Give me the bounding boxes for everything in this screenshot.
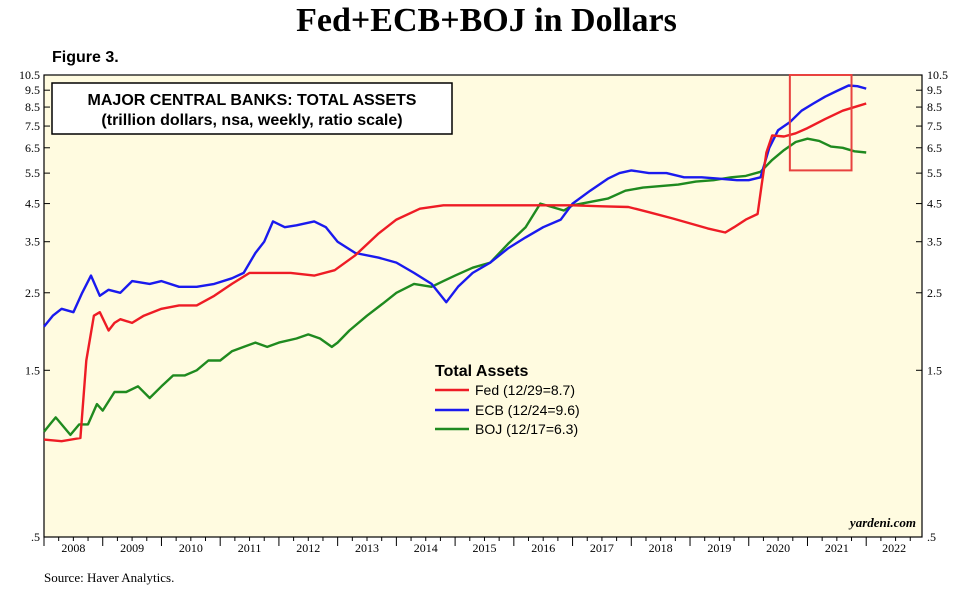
y-tick-label-left: 4.5 [25, 197, 40, 211]
chart-title: MAJOR CENTRAL BANKS: TOTAL ASSETS [88, 92, 417, 109]
y-tick-label-right: .5 [927, 530, 936, 544]
y-tick-label-right: 5.5 [927, 166, 942, 180]
y-tick-label-left: 5.5 [25, 166, 40, 180]
y-tick-label-right: 1.5 [927, 363, 942, 377]
x-tick-label: 2008 [61, 541, 85, 555]
x-tick-label: 2017 [590, 541, 614, 555]
y-tick-label-left: 7.5 [25, 119, 40, 133]
highlight-box [788, 74, 853, 172]
x-tick-label: 2022 [882, 541, 906, 555]
page-title: Fed+ECB+BOJ in Dollars [296, 2, 677, 39]
figure-label: Figure 3. [52, 49, 119, 66]
y-tick-label-right: 4.5 [927, 197, 942, 211]
y-tick-label-right: 9.5 [927, 83, 942, 97]
legend-entry-boj: BOJ (12/17=6.3) [475, 421, 578, 437]
y-tick-label-right: 3.5 [927, 235, 942, 249]
y-tick-label-right: 8.5 [927, 100, 942, 114]
legend-entry-ecb: ECB (12/24=9.6) [475, 402, 580, 418]
x-tick-label: 2019 [707, 541, 731, 555]
axis-layer: .5 .5 1.5 1.5 2.5 2.5 3.5 3.5 4.5 4.5 5.5 5.5 6.5 6.5… [19, 68, 948, 555]
x-tick-label: 2010 [179, 541, 203, 555]
series-line-ecb [43, 84, 867, 328]
y-tick-label-left: 10.5 [19, 68, 40, 82]
legend-entry-fed: Fed (12/29=8.7) [475, 382, 575, 398]
x-tick-label: 2013 [355, 541, 379, 555]
chart-subtitle: (trillion dollars, nsa, weekly, ratio sc… [101, 112, 402, 129]
y-tick-label-left: 9.5 [25, 83, 40, 97]
y-tick-label-left: 8.5 [25, 100, 40, 114]
y-tick-label-left: 3.5 [25, 235, 40, 249]
legend-title: Total Assets [435, 363, 528, 380]
y-tick-label-right: 7.5 [927, 119, 942, 133]
legend: Total Assets Fed (12/29=8.7) ECB (12/24=… [435, 363, 580, 437]
watermark: yardeni.com [848, 515, 916, 530]
series-line-boj [43, 137, 867, 437]
chart-title-box [51, 82, 453, 135]
series-line-fed [43, 102, 867, 443]
x-tick-label: 2012 [296, 541, 320, 555]
x-tick-label: 2011 [238, 541, 262, 555]
y-tick-label-left: 6.5 [25, 141, 40, 155]
y-tick-label-right: 2.5 [927, 286, 942, 300]
x-tick-label: 2018 [649, 541, 673, 555]
y-tick-label-left: 1.5 [25, 363, 40, 377]
x-tick-label: 2021 [825, 541, 849, 555]
x-tick-label: 2009 [120, 541, 144, 555]
y-tick-label-left: 2.5 [25, 286, 40, 300]
x-tick-label: 2016 [531, 541, 555, 555]
series-layer [43, 84, 867, 443]
x-tick-label: 2020 [766, 541, 790, 555]
source-note: Source: Haver Analytics. [44, 570, 175, 585]
y-tick-label-right: 6.5 [927, 141, 942, 155]
y-tick-label-left: .5 [31, 530, 40, 544]
x-tick-label: 2015 [472, 541, 496, 555]
y-tick-label-right: 10.5 [927, 68, 948, 82]
x-tick-label: 2014 [414, 541, 438, 555]
